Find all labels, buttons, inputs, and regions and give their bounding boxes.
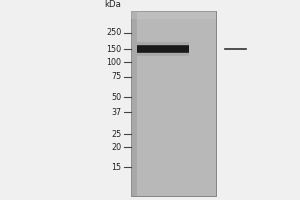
Text: 250: 250 <box>106 28 122 37</box>
Text: 25: 25 <box>111 130 122 139</box>
Text: 50: 50 <box>111 93 122 102</box>
Text: 150: 150 <box>106 45 122 54</box>
Text: 75: 75 <box>111 72 122 81</box>
Text: 100: 100 <box>106 58 122 67</box>
Bar <box>130 11 137 196</box>
Text: 37: 37 <box>111 108 122 117</box>
Text: 20: 20 <box>111 143 122 152</box>
Bar <box>130 11 216 19</box>
Text: 15: 15 <box>111 163 122 172</box>
Bar <box>130 11 216 196</box>
Text: kDa: kDa <box>105 0 122 9</box>
